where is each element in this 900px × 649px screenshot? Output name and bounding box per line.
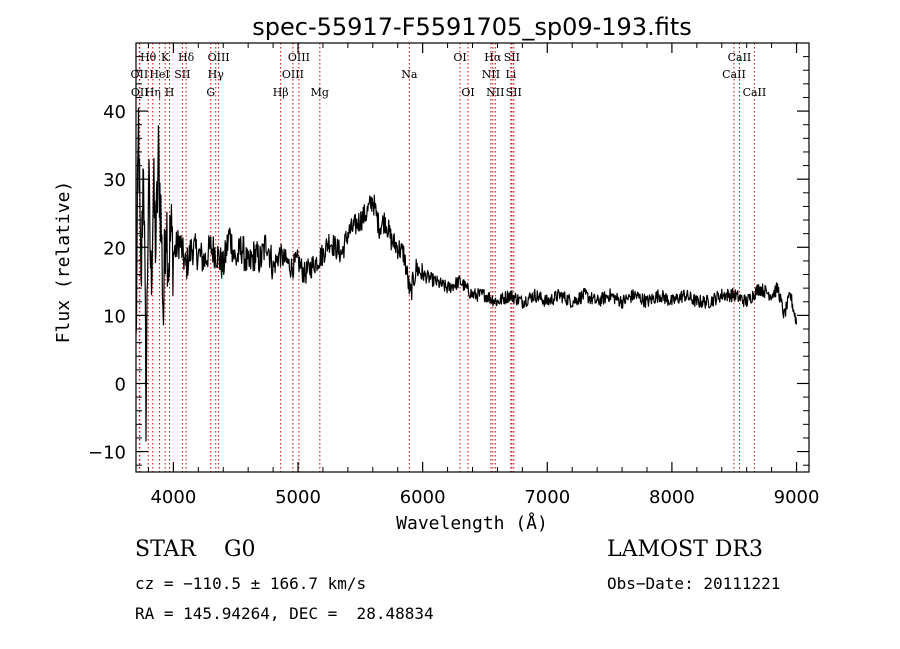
marker-label-21: NII xyxy=(486,86,504,99)
y-axis-label: Flux (relative) xyxy=(53,181,74,344)
marker-label-12: Hβ xyxy=(273,86,289,99)
sky-coordinates: RA = 145.94264, DEC = 28.48834 xyxy=(135,604,434,623)
x-tick-label-4000: 4000 xyxy=(150,487,196,508)
redshift-velocity: cz = −110.5 ± 166.7 km/s xyxy=(135,574,367,593)
marker-label-13: OIII xyxy=(288,51,310,64)
marker-label-10: Hγ xyxy=(208,68,225,81)
marker-label-3: Hη xyxy=(145,86,161,99)
x-tick-label-9000: 9000 xyxy=(774,487,820,508)
marker-label-4: HeI xyxy=(149,68,169,81)
chart-title: spec-55917-F5591705_sp09-193.fits xyxy=(252,13,691,41)
y-tick-label-30: 30 xyxy=(103,170,126,191)
y-tick-label-0: 0 xyxy=(115,374,126,395)
marker-label-5: K xyxy=(161,51,170,64)
x-axis-label: Wavelength (Å) xyxy=(396,512,548,534)
marker-label-7: SII xyxy=(174,68,190,81)
marker-label-16: Na xyxy=(401,68,418,81)
marker-label-11: G xyxy=(206,86,215,99)
x-tick-label-7000: 7000 xyxy=(524,487,570,508)
marker-label-17: OI xyxy=(453,51,466,64)
marker-label-8: Hδ xyxy=(178,51,195,64)
marker-label-15: Mg xyxy=(311,86,329,99)
marker-label-19: Hα xyxy=(484,51,502,64)
spectrum-flux-line xyxy=(135,107,798,442)
x-tick-label-6000: 6000 xyxy=(400,487,446,508)
marker-label-6: H xyxy=(165,86,175,99)
marker-label-25: CaII xyxy=(728,51,752,64)
survey-name: LAMOST DR3 xyxy=(607,537,763,562)
y-tick-label-40: 40 xyxy=(103,102,126,123)
marker-label-27: CaII xyxy=(743,86,767,99)
marker-label-20: NII xyxy=(482,68,500,81)
marker-label-1: OII xyxy=(131,68,149,81)
y-tick-label--10: −10 xyxy=(88,443,126,464)
marker-label-26: CaII xyxy=(722,68,746,81)
marker-label-2: OII xyxy=(131,86,149,99)
marker-label-14: OIII xyxy=(282,68,304,81)
y-tick-label-20: 20 xyxy=(103,238,126,259)
plot-frame xyxy=(135,42,810,473)
marker-label-0: Hθ xyxy=(140,51,157,64)
x-tick-label-5000: 5000 xyxy=(275,487,321,508)
marker-label-9: OIII xyxy=(208,51,230,64)
marker-label-23: Li xyxy=(505,68,516,81)
x-tick-label-8000: 8000 xyxy=(649,487,695,508)
axis-ticks: 4000 5000 6000 7000 8000 9000 −10 0 10 20 30 40 xyxy=(88,43,819,508)
marker-label-24: SII xyxy=(506,86,522,99)
object-class-label: STAR G0 xyxy=(135,537,256,562)
observation-date: Obs−Date: 20111221 xyxy=(607,574,781,593)
marker-label-18: OI xyxy=(461,86,474,99)
marker-label-22: SII xyxy=(504,51,520,64)
y-tick-label-10: 10 xyxy=(103,306,126,327)
